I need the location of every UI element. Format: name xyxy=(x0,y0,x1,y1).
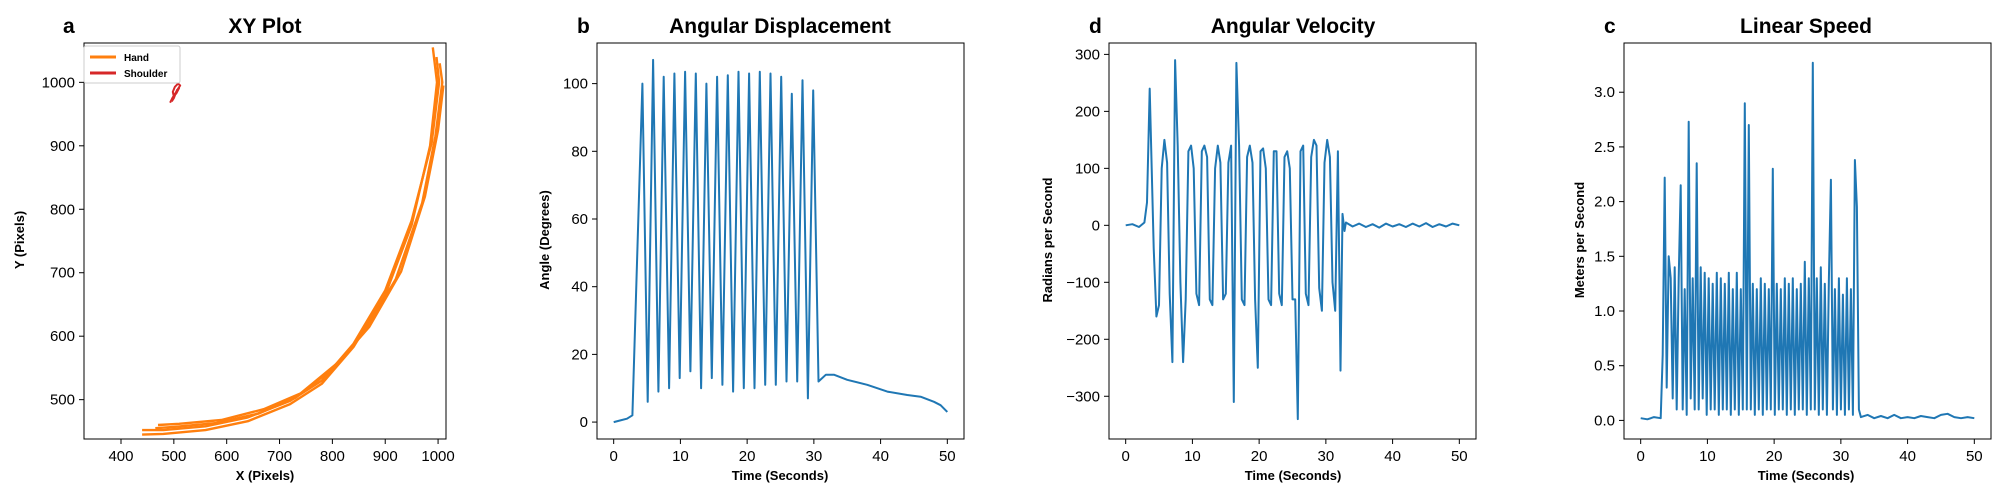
y-tick-label: 900 xyxy=(50,138,75,155)
panel-letter-a: a xyxy=(63,15,75,38)
plot-area-xy: 400 500 600 700 800 900 1000 500 600 700 800 900 100… xyxy=(42,42,455,465)
y-tick-label: 1.0 xyxy=(1594,303,1615,320)
x-tick-label: 10 xyxy=(672,448,689,465)
x-axis-label-speed: Time (Seconds) xyxy=(1758,468,1855,483)
x-tick-label: 900 xyxy=(373,448,398,465)
plot-area-speed: 0 10 20 30 40 50 0.0 0.5 1.0 1.5 2.0 2.5 3.0 xyxy=(1594,42,1992,465)
chart-title-linear-speed: Linear Speed xyxy=(1740,15,1872,38)
y-tick-label: 2.5 xyxy=(1594,139,1615,156)
panel-linear-speed: c Linear Speed 0 10 20 30 40 50 0.0 0.5 1.0 1.5 2.… xyxy=(1572,15,1992,483)
y-axis-label-displacement: Angle (Degrees) xyxy=(537,190,552,290)
y-tick-label: 3.0 xyxy=(1594,84,1615,101)
x-tick-label: 0 xyxy=(1122,448,1130,465)
x-axis-label-xy: X (Pixels) xyxy=(236,468,295,483)
panel-angular-displacement: b Angular Displacement 0 10 20 30 40 50 0 20 40 6… xyxy=(537,15,965,483)
x-tick-label: 20 xyxy=(1251,448,1268,465)
y-tick-label: 500 xyxy=(50,392,75,409)
x-tick-label: 40 xyxy=(872,448,889,465)
panel-letter-b: b xyxy=(577,15,590,38)
y-tick-label: 0.5 xyxy=(1594,358,1615,375)
series-line-series xyxy=(1125,59,1460,421)
plot-area-velocity: 0 10 20 30 40 50 −300 −200 −100 0 100 200 300 xyxy=(1066,42,1477,465)
x-tick-label: 20 xyxy=(739,448,756,465)
axes-frame xyxy=(83,42,447,440)
axes-frame xyxy=(1108,42,1477,440)
x-tick-label: 30 xyxy=(806,448,823,465)
x-tick-label: 30 xyxy=(1833,448,1850,465)
chart-title-angular-velocity: Angular Velocity xyxy=(1211,15,1376,38)
y-tick-label: 700 xyxy=(50,265,75,282)
axes-frame xyxy=(596,42,965,440)
y-tick-label: 40 xyxy=(571,279,588,296)
y-tick-label: 1.5 xyxy=(1594,248,1615,265)
series-line-series xyxy=(1640,61,1975,421)
y-tick-label: 0.0 xyxy=(1594,412,1615,429)
x-tick-label: 10 xyxy=(1184,448,1201,465)
chart-title-xy-plot: XY Plot xyxy=(228,15,301,38)
y-tick-label: −200 xyxy=(1066,331,1100,348)
y-axis-label-speed: Meters per Second xyxy=(1572,182,1587,298)
x-axis-label-displacement: Time (Seconds) xyxy=(732,468,829,483)
x-tick-label: 400 xyxy=(108,448,133,465)
x-tick-label: 800 xyxy=(320,448,345,465)
x-axis-label-velocity: Time (Seconds) xyxy=(1245,468,1342,483)
y-tick-label: −100 xyxy=(1066,274,1100,291)
series-line-shoulder xyxy=(169,82,182,104)
y-tick-label: 300 xyxy=(1075,46,1100,63)
x-tick-label: 600 xyxy=(214,448,239,465)
legend-label-shoulder: Shoulder xyxy=(124,69,167,80)
x-tick-label: 0 xyxy=(1637,448,1645,465)
y-tick-label: 100 xyxy=(563,76,588,93)
y-tick-label: 60 xyxy=(571,211,588,228)
series-line-hand-1 xyxy=(142,56,441,432)
x-tick-label: 10 xyxy=(1699,448,1716,465)
x-tick-label: 50 xyxy=(1451,448,1468,465)
panel-xy-plot: a XY Plot 400 500 600 700 800 900 1000 500 600 70… xyxy=(12,15,455,483)
plot-area-displacement: 0 10 20 30 40 50 0 20 40 60 80 100 xyxy=(563,42,965,465)
y-axis-label-xy: Y (Pixels) xyxy=(12,211,27,269)
x-tick-label: 500 xyxy=(161,448,186,465)
panel-letter-d: d xyxy=(1089,15,1102,38)
y-tick-label: 1000 xyxy=(42,74,75,91)
x-tick-label: 40 xyxy=(1899,448,1916,465)
y-tick-label: 0 xyxy=(1092,217,1100,234)
x-tick-label: 50 xyxy=(939,448,956,465)
y-tick-label: −300 xyxy=(1066,388,1100,405)
y-tick-label: 2.0 xyxy=(1594,194,1615,211)
panel-angular-velocity: d Angular Velocity 0 10 20 30 40 50 −300 −200 −1… xyxy=(1040,15,1477,483)
x-tick-label: 0 xyxy=(610,448,618,465)
x-tick-label: 1000 xyxy=(421,448,454,465)
legend: Hand Shoulder xyxy=(83,45,181,84)
legend-label-hand: Hand xyxy=(124,53,149,64)
series-line-series xyxy=(613,58,949,424)
panel-letter-c: c xyxy=(1604,15,1616,38)
y-tick-label: 100 xyxy=(1075,160,1100,177)
axes-frame xyxy=(1623,42,1992,440)
y-axis-label-velocity: Radians per Second xyxy=(1040,177,1055,302)
y-tick-label: 80 xyxy=(571,143,588,160)
chart-title-angular-displacement: Angular Displacement xyxy=(669,15,891,38)
y-tick-label: 20 xyxy=(571,346,588,363)
series-line-hand-2 xyxy=(155,63,444,430)
x-tick-label: 40 xyxy=(1384,448,1401,465)
y-tick-label: 800 xyxy=(50,201,75,218)
x-tick-label: 30 xyxy=(1318,448,1335,465)
x-tick-label: 700 xyxy=(267,448,292,465)
series-line-hand-0 xyxy=(142,47,439,436)
x-tick-label: 50 xyxy=(1966,448,1983,465)
x-tick-label: 20 xyxy=(1766,448,1783,465)
y-tick-label: 0 xyxy=(580,414,588,431)
series-line-hand-3 xyxy=(157,85,445,427)
y-tick-label: 600 xyxy=(50,328,75,345)
y-tick-label: 200 xyxy=(1075,103,1100,120)
